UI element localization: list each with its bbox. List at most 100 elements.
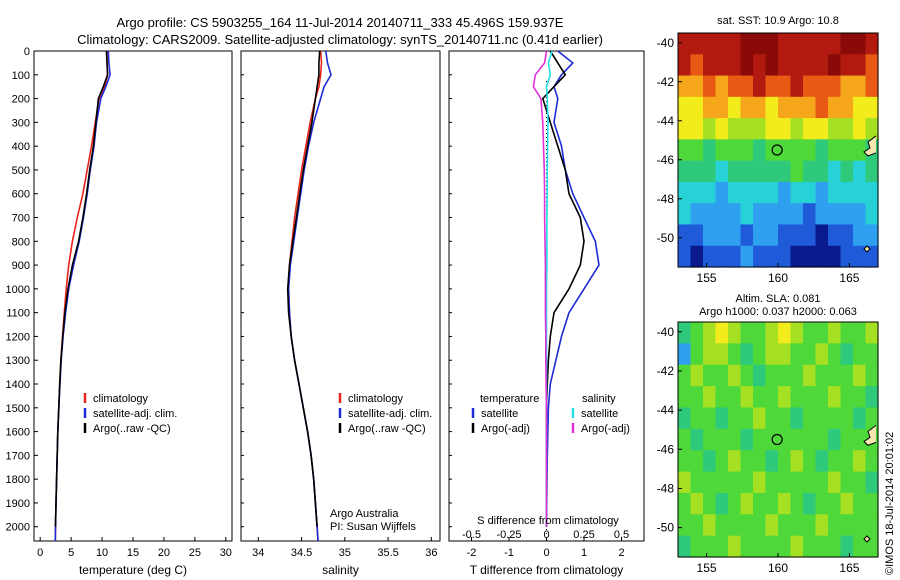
sst_map-cell <box>828 245 842 268</box>
difference-xtick-label: -1 <box>504 547 514 559</box>
sla_map-cell <box>715 343 729 366</box>
sst_map-cell <box>853 118 867 140</box>
difference-legend-title-salinity: salinity <box>582 393 616 405</box>
sla_map-cell <box>715 386 729 409</box>
sst_map-cell <box>790 224 804 247</box>
sla_map-cell <box>778 514 792 537</box>
sla_map-cell <box>853 322 867 344</box>
depth-tick-label: 1800 <box>6 474 30 486</box>
sst_map-cell <box>828 139 842 162</box>
sla_map-cell <box>703 386 717 409</box>
sst_map-cell <box>715 181 729 204</box>
depth-tick-label: 1300 <box>6 355 30 367</box>
sla_map-cell <box>778 343 792 366</box>
sst_map-cell <box>690 245 704 268</box>
sla_map-cell <box>740 471 754 494</box>
temperature-series-line <box>54 50 109 527</box>
difference-top-xtick-label: -0.25 <box>496 529 521 541</box>
sla_map-xtick-label: 160 <box>768 561 788 575</box>
sla_map-cell <box>715 514 729 537</box>
sla_map-cell <box>678 471 692 494</box>
sla_map-cell <box>678 450 692 473</box>
sla_map-cell <box>740 407 754 430</box>
sla_map-ytick-label: -48 <box>657 481 675 495</box>
sst_map-cell <box>690 118 704 140</box>
sla_map-cell <box>703 450 717 473</box>
sla_map-ytick-label: -46 <box>657 442 675 456</box>
sla_map-cell <box>765 471 779 494</box>
sst_map-cell <box>728 160 742 183</box>
sst_map-cell <box>840 118 854 140</box>
sla_map-cell <box>740 322 754 344</box>
sla_map-cell <box>853 386 867 409</box>
sst_map-cell <box>703 203 717 226</box>
sst_map-cell <box>678 181 692 204</box>
sst_map-cell <box>715 54 729 77</box>
sla_map-cell <box>765 514 779 537</box>
difference-series-line <box>532 50 548 527</box>
sla_map-cell <box>715 322 729 344</box>
sla_map-cell <box>828 322 842 344</box>
difference-top-xtick-label: -0.5 <box>462 529 481 541</box>
sst_map-cell <box>715 75 729 98</box>
sst_map-cell <box>790 75 804 98</box>
sst_map-cell <box>715 96 729 119</box>
sla_map-cell <box>803 450 817 473</box>
sla_map-cell <box>740 343 754 366</box>
sst_map-cell <box>678 75 692 98</box>
sst_map-xtick-label: 160 <box>768 271 788 285</box>
sst_map-cell <box>678 245 692 268</box>
sla_map-cell <box>790 386 804 409</box>
sla_map-cell <box>678 322 692 344</box>
sst_map-cell <box>728 118 742 140</box>
sst_map-cell <box>778 118 792 140</box>
sla_map-cell <box>728 514 742 537</box>
sst_map-cell <box>753 96 767 119</box>
depth-tick-label: 800 <box>12 236 30 248</box>
difference-top-xtick-label: 0.5 <box>614 529 629 541</box>
sla_map-cell <box>803 535 817 558</box>
difference-xlabel: T difference from climatology <box>470 563 624 577</box>
sla_map-cell <box>740 386 754 409</box>
sla_map-ytick-label: -44 <box>657 403 675 417</box>
sst_map-cell <box>840 96 854 119</box>
difference-top-xtick-label: 0.25 <box>573 529 594 541</box>
sla_map-cell <box>753 450 767 473</box>
sla_map-cell <box>840 343 854 366</box>
sla_map-cell <box>703 514 717 537</box>
credit-org: Argo Australia <box>330 508 399 520</box>
sst_map-cell <box>678 224 692 247</box>
sst_map-cell <box>765 160 779 183</box>
sst_map-cell <box>803 181 817 204</box>
sst_map-cell <box>853 75 867 98</box>
sla_map-cell <box>853 492 867 515</box>
depth-tick-label: 200 <box>12 94 30 106</box>
sla_map-cell <box>865 471 879 494</box>
sla_map-cell <box>853 471 867 494</box>
sst_map-cell <box>765 245 779 268</box>
depth-tick-label: 700 <box>12 213 30 225</box>
sst_map-ytick-label: -42 <box>657 75 675 89</box>
depth-tick-label: 1600 <box>6 427 30 439</box>
sst_map-cell <box>715 245 729 268</box>
sla_map-cell <box>728 450 742 473</box>
sst_map-cell <box>703 160 717 183</box>
sla_map-cell <box>740 364 754 387</box>
sla_map-cell <box>853 343 867 366</box>
sst_map-cell <box>753 33 767 55</box>
sst_map-cell <box>865 33 879 55</box>
sla_map-cell <box>678 364 692 387</box>
sla_map-cell <box>678 407 692 430</box>
sla_map-ytick-label: -50 <box>657 521 675 535</box>
sla_map-cell <box>840 514 854 537</box>
sla_map-cell <box>740 450 754 473</box>
sst_map-cell <box>703 118 717 140</box>
sst_map-cell <box>790 203 804 226</box>
sla_map-cell <box>753 322 767 344</box>
sst_map-cell <box>703 224 717 247</box>
sst_map-cell <box>865 54 879 77</box>
sst_map-cell <box>678 160 692 183</box>
sla_map-cell <box>678 492 692 515</box>
sla_map-cell <box>790 407 804 430</box>
sst_map-cell <box>853 181 867 204</box>
